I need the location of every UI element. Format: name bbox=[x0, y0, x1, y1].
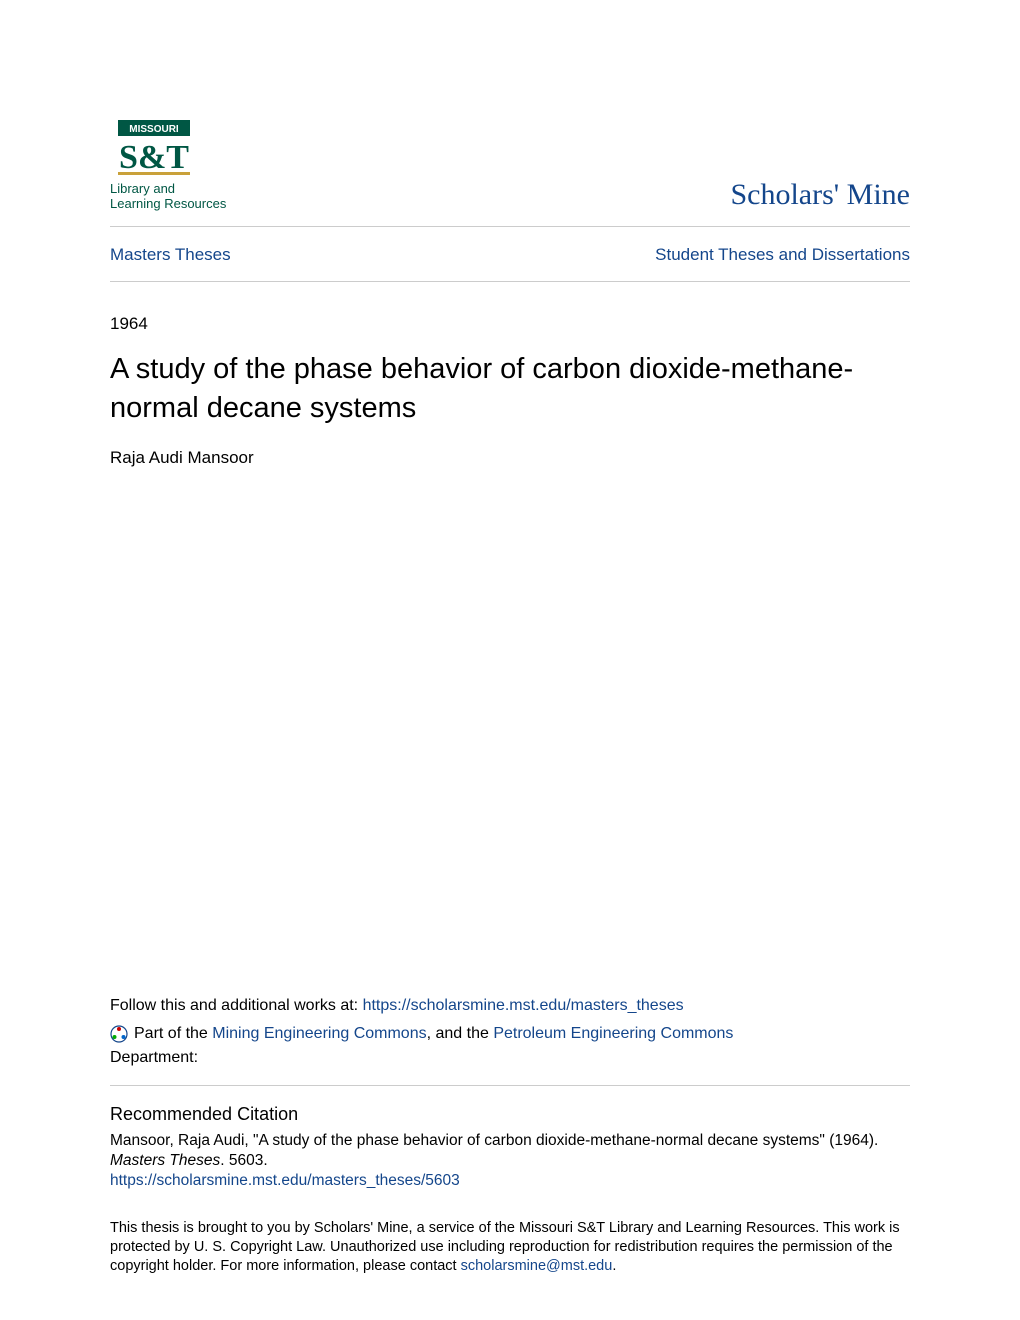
logo-subtitle: Library and Learning Resources bbox=[110, 182, 226, 212]
page-title: A study of the phase behavior of carbon … bbox=[110, 350, 910, 428]
repository-title-link[interactable]: Scholars' Mine bbox=[730, 178, 910, 212]
svg-text:MISSOURI: MISSOURI bbox=[129, 124, 179, 135]
breadcrumb: Masters Theses Student Theses and Disser… bbox=[110, 227, 910, 282]
citation-url-link[interactable]: https://scholarsmine.mst.edu/masters_the… bbox=[110, 1172, 460, 1189]
contact-email-link[interactable]: scholarsmine@mst.edu bbox=[461, 1258, 613, 1274]
collection-link-right[interactable]: Student Theses and Dissertations bbox=[655, 245, 910, 265]
follow-works-link[interactable]: https://scholarsmine.mst.edu/masters_the… bbox=[363, 997, 684, 1014]
department-label: Department: bbox=[110, 1049, 910, 1067]
publication-year: 1964 bbox=[110, 314, 910, 334]
author-name: Raja Audi Mansoor bbox=[110, 448, 910, 468]
commons-link-1[interactable]: Mining Engineering Commons bbox=[212, 1025, 426, 1042]
header: MISSOURI S&T Library and Learning Resour… bbox=[110, 120, 910, 227]
divider bbox=[110, 1085, 910, 1086]
commons-link-2[interactable]: Petroleum Engineering Commons bbox=[493, 1025, 733, 1042]
collection-link-left[interactable]: Masters Theses bbox=[110, 245, 231, 265]
institution-logo[interactable]: MISSOURI S&T Library and Learning Resour… bbox=[110, 120, 226, 212]
logo-mark-icon: MISSOURI S&T bbox=[110, 120, 200, 178]
recommended-citation-body: Mansoor, Raja Audi, "A study of the phas… bbox=[110, 1131, 910, 1191]
network-icon bbox=[110, 1025, 128, 1043]
footer-rights-note: This thesis is brought to you by Scholar… bbox=[110, 1219, 910, 1276]
part-of-line: Part of the Mining Engineering Commons, … bbox=[110, 1025, 910, 1043]
svg-text:S&T: S&T bbox=[119, 139, 189, 176]
recommended-citation-heading: Recommended Citation bbox=[110, 1104, 910, 1125]
follow-works-line: Follow this and additional works at: htt… bbox=[110, 997, 910, 1015]
